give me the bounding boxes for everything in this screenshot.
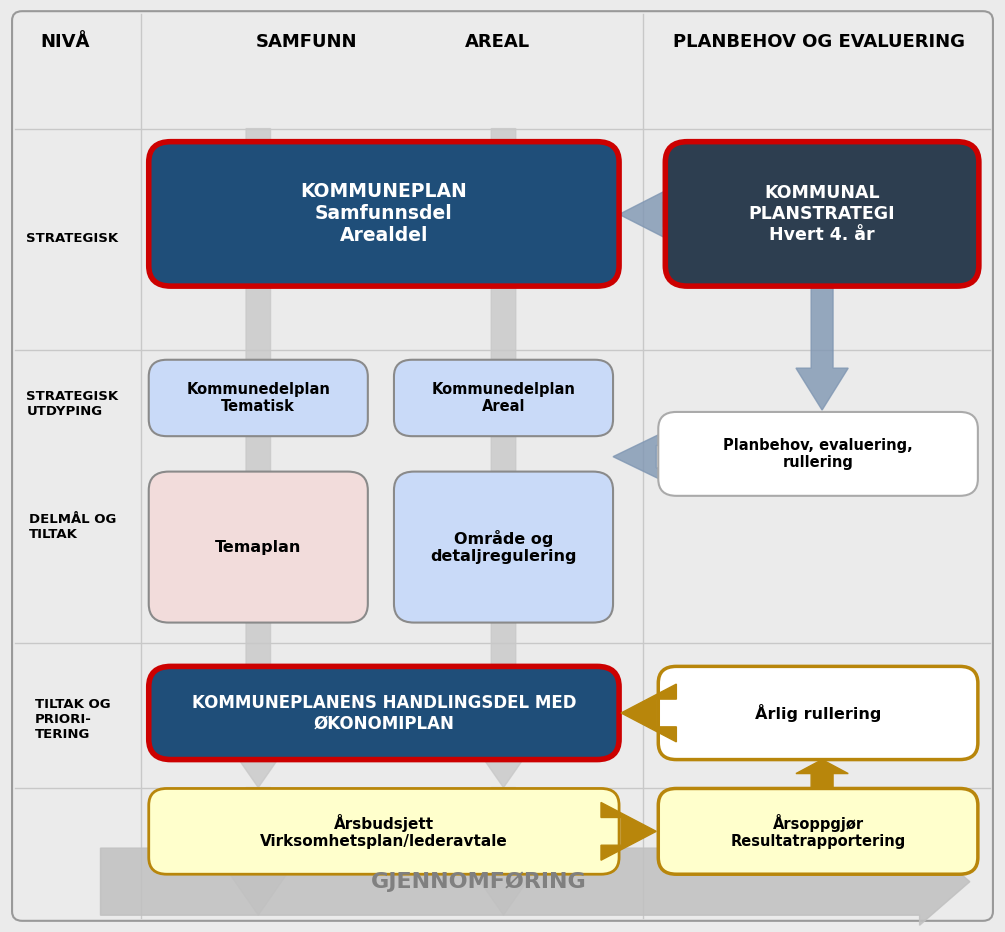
FancyBboxPatch shape	[149, 666, 619, 760]
Text: Temaplan: Temaplan	[215, 540, 302, 555]
Text: DELMÅL OG
TILTAK: DELMÅL OG TILTAK	[29, 513, 116, 541]
Text: STRATEGISK
UTDYPING: STRATEGISK UTDYPING	[26, 390, 119, 418]
Polygon shape	[796, 286, 848, 410]
Polygon shape	[613, 433, 661, 480]
Text: KOMMUNEPLANENS HANDLINGSDEL MED
ØKONOMIPLAN: KOMMUNEPLANENS HANDLINGSDEL MED ØKONOMIP…	[192, 693, 576, 733]
Text: STRATEGISK: STRATEGISK	[26, 232, 119, 245]
Polygon shape	[621, 684, 676, 742]
Polygon shape	[100, 838, 970, 925]
FancyBboxPatch shape	[394, 472, 613, 623]
Text: GJENNOMFØRING: GJENNOMFØRING	[371, 871, 587, 892]
Text: Kommunedelplan
Areal: Kommunedelplan Areal	[431, 382, 576, 414]
Polygon shape	[796, 760, 848, 788]
Text: AREAL: AREAL	[465, 33, 530, 51]
FancyBboxPatch shape	[665, 142, 979, 286]
Text: TILTAK OG
PRIORI-
TERING: TILTAK OG PRIORI- TERING	[34, 698, 111, 741]
Text: Planbehov, evaluering,
rullering: Planbehov, evaluering, rullering	[724, 438, 913, 470]
FancyBboxPatch shape	[149, 142, 619, 286]
FancyBboxPatch shape	[394, 360, 613, 436]
Polygon shape	[474, 788, 533, 915]
Polygon shape	[229, 788, 287, 915]
FancyBboxPatch shape	[658, 788, 978, 874]
Text: KOMMUNAL
PLANSTRATEGI
Hvert 4. år: KOMMUNAL PLANSTRATEGI Hvert 4. år	[749, 185, 895, 243]
Text: SAMFUNN: SAMFUNN	[256, 33, 357, 51]
Text: Årsoppgjør
Resultatrapportering: Årsoppgjør Resultatrapportering	[731, 814, 906, 849]
Text: KOMMUNEPLAN
Samfunnsdel
Arealdel: KOMMUNEPLAN Samfunnsdel Arealdel	[300, 183, 467, 245]
Text: NIVÅ: NIVÅ	[40, 33, 90, 51]
Text: Kommunedelplan
Tematisk: Kommunedelplan Tematisk	[186, 382, 331, 414]
FancyBboxPatch shape	[149, 360, 368, 436]
Polygon shape	[474, 129, 533, 788]
FancyBboxPatch shape	[658, 412, 978, 496]
FancyBboxPatch shape	[149, 788, 619, 874]
FancyBboxPatch shape	[149, 472, 368, 623]
Polygon shape	[619, 188, 669, 240]
FancyBboxPatch shape	[658, 666, 978, 760]
Text: Område og
detaljregulering: Område og detaljregulering	[430, 530, 577, 564]
Text: PLANBEHOV OG EVALUERING: PLANBEHOV OG EVALUERING	[673, 33, 965, 51]
Text: Årsbudsjett
Virksomhetsplan/lederavtale: Årsbudsjett Virksomhetsplan/lederavtale	[260, 814, 508, 849]
Polygon shape	[601, 802, 656, 860]
Polygon shape	[229, 129, 287, 788]
Text: Årlig rullering: Årlig rullering	[755, 704, 881, 722]
